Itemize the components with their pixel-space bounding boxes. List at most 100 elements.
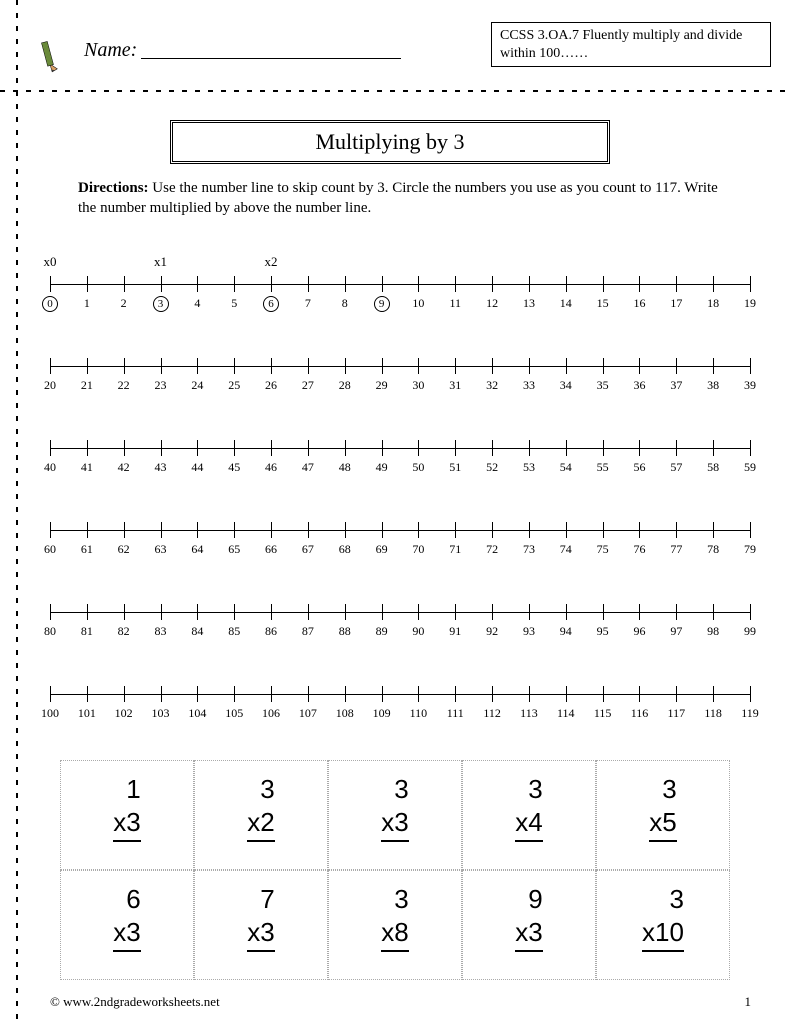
numberline-tick [308,276,309,292]
numberline-tick [382,440,383,456]
numberline-number: 12 [486,296,498,311]
numberline-number: 78 [707,542,719,557]
numberline-tick [676,440,677,456]
numberline-tick [308,686,309,702]
numberline-tick [603,604,604,620]
numberline-number: 92 [486,624,498,639]
multiplication-problem: 6x3 [113,883,140,952]
numberline-number: 66 [265,542,277,557]
numberline-number: 114 [557,706,575,721]
margin-top-dash [0,90,791,92]
numberline-number: 42 [118,460,130,475]
numberline-tick [124,276,125,292]
numberline-tick [308,358,309,374]
numberline-multiplier-label: x0 [44,254,57,270]
numberline-tick [271,276,272,292]
numberline-number: 50 [412,460,424,475]
numberline-number: 27 [302,378,314,393]
numberline-tick [566,358,567,374]
numberline-tick [124,440,125,456]
numberline-number: 82 [118,624,130,639]
problem-top: 9 [515,883,542,916]
numberline-number: 85 [228,624,240,639]
numberline-tick [676,686,677,702]
numberline-tick [161,440,162,456]
numberline-tick [197,522,198,538]
numberline-tick [382,358,383,374]
problem-bottom: x8 [381,916,408,953]
numberline-tick [713,686,714,702]
numberline-tick [271,440,272,456]
problem-top: 7 [247,883,274,916]
numberline-number: 10 [412,296,424,311]
numberline-tick [161,686,162,702]
numberline-tick [345,522,346,538]
copyright: © www.2ndgradeworksheets.net [50,994,220,1010]
problem-top: 3 [515,773,542,806]
problem-bottom: x2 [247,806,274,843]
numberline-tick [639,686,640,702]
numberline-number: 60 [44,542,56,557]
margin-left-dash [16,0,18,1024]
numberline-tick [750,276,751,292]
name-input-line[interactable] [141,41,401,59]
problem-top: 3 [381,773,408,806]
numberline-tick [308,440,309,456]
numberline-number: 28 [339,378,351,393]
numberline-row: 012345678910111213141516171819x0x1x2 [50,254,750,326]
problem-top: 3 [247,773,274,806]
numberline-tick [676,276,677,292]
numberline-tick [234,440,235,456]
numberline-tick [418,522,419,538]
numberline-tick [345,604,346,620]
numberline-tick [455,686,456,702]
numberline-number: 109 [373,706,391,721]
numberline-number: 69 [376,542,388,557]
numberline-number: 53 [523,460,535,475]
footer: © www.2ndgradeworksheets.net 1 [50,994,751,1010]
numberline-tick [382,522,383,538]
numberline-number: 57 [670,460,682,475]
numberline-number: 2 [121,296,127,311]
problem-top: 1 [113,773,140,806]
numberline-tick [87,276,88,292]
numberline-number: 14 [560,296,572,311]
numberline-tick [234,276,235,292]
numberline-number: 117 [668,706,686,721]
numberline-number: 13 [523,296,535,311]
numberline-number: 44 [191,460,203,475]
numberline-tick [345,358,346,374]
numberline-circled: 3 [153,296,169,312]
numberline-tick [676,522,677,538]
numberline-tick [492,440,493,456]
numberline-number: 70 [412,542,424,557]
numberline-tick [271,686,272,702]
numberline-tick [603,358,604,374]
problem-bottom: x3 [247,916,274,953]
numberline-tick [750,358,751,374]
worksheet-title: Multiplying by 3 [170,120,610,164]
numberline-tick [529,276,530,292]
numberline-number: 31 [449,378,461,393]
numberline-number: 17 [670,296,682,311]
numberline-tick [234,604,235,620]
numberline-number: 102 [115,706,133,721]
numberline-tick [492,522,493,538]
numberline-number: 23 [155,378,167,393]
numberline-number: 108 [336,706,354,721]
numberline-tick [382,686,383,702]
numberline-circled: 0 [42,296,58,312]
numberline-number: 98 [707,624,719,639]
numberline-number: 5 [231,296,237,311]
problem-cell: 3x4 [462,760,596,870]
numberline-tick [676,358,677,374]
problem-cell: 1x3 [60,760,194,870]
numberline-number: 55 [597,460,609,475]
numberline-number: 80 [44,624,56,639]
numberline-tick [308,522,309,538]
numberline-tick [50,686,51,702]
numberline-number: 47 [302,460,314,475]
numberline-number: 76 [633,542,645,557]
numberline-number: 73 [523,542,535,557]
numberline-number: 58 [707,460,719,475]
